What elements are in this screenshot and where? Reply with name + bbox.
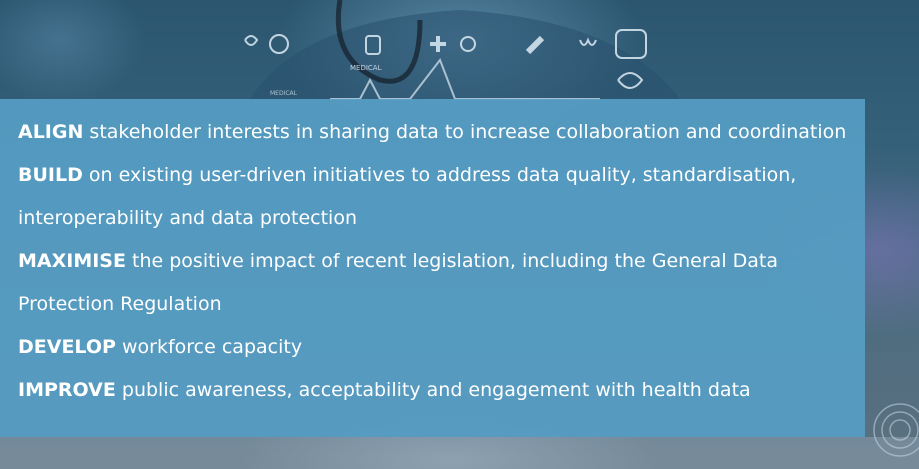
item-keyword: IMPROVE — [18, 379, 116, 401]
fingerprint-icon — [873, 403, 919, 457]
heart-outline-icon — [617, 72, 644, 89]
item-text: workforce capacity — [115, 336, 303, 358]
lungs-icon — [579, 37, 597, 46]
circle-icon — [269, 34, 289, 54]
strategy-panel: ALIGN stakeholder interests in sharing d… — [0, 99, 865, 437]
stethoscope-icon — [335, 0, 423, 84]
hud-label: MEDICAL — [270, 90, 297, 97]
item-text: on existing user-driven initiatives to a… — [18, 164, 797, 229]
pill-icon — [525, 35, 545, 55]
list-item: DEVELOP workforce capacity — [18, 326, 858, 369]
item-keyword: DEVELOP — [18, 336, 116, 358]
phone-icon — [365, 35, 381, 55]
list-item: BUILD on existing user-driven initiative… — [18, 154, 858, 240]
capsule-hex-icon — [615, 29, 647, 59]
list-item: ALIGN stakeholder interests in sharing d… — [18, 111, 858, 154]
item-text: public awareness, acceptability and enga… — [115, 379, 751, 401]
item-keyword: MAXIMISE — [18, 250, 126, 272]
item-text: stakeholder interests in sharing data to… — [83, 121, 847, 143]
heart-icon — [244, 35, 259, 46]
cross-icon — [430, 36, 446, 52]
hud-label: MEDICAL — [350, 64, 382, 72]
item-keyword: BUILD — [18, 164, 83, 186]
list-item: IMPROVE public awareness, acceptability … — [18, 369, 858, 412]
virus-icon — [460, 36, 476, 52]
list-item: MAXIMISE the positive impact of recent l… — [18, 240, 858, 326]
item-keyword: ALIGN — [18, 121, 84, 143]
item-text: the positive impact of recent legislatio… — [18, 250, 779, 315]
